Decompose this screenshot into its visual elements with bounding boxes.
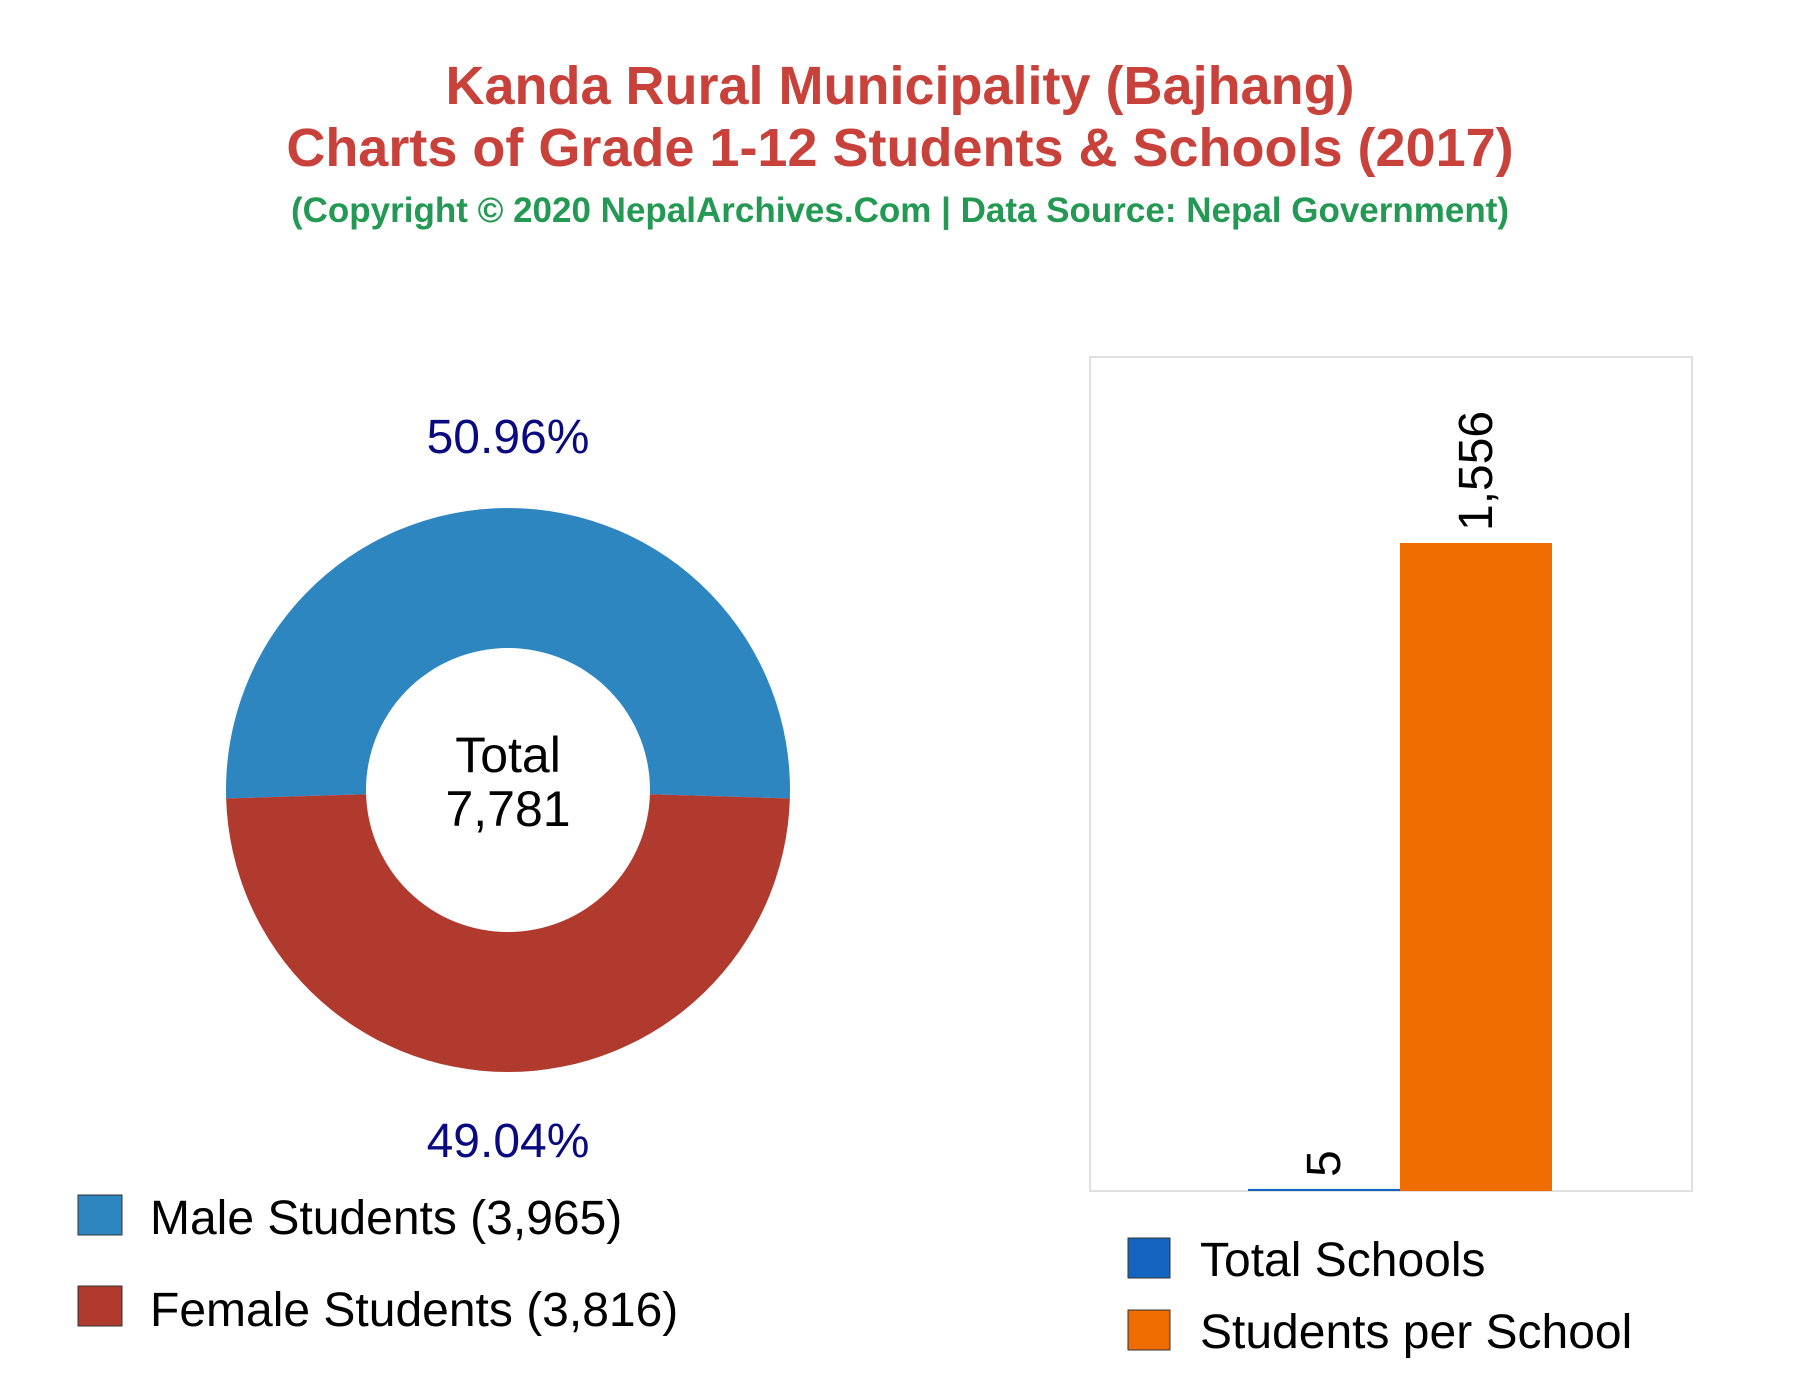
chart-title-line2: Charts of Grade 1-12 Students & Schools …	[286, 118, 1514, 178]
legend-label-male: Male Students (3,965)	[150, 1192, 622, 1245]
legend-swatch-female	[77, 1285, 123, 1327]
percent-label-female: 49.04%	[427, 1115, 590, 1168]
bar-plot-area	[1089, 356, 1693, 1192]
bar-students-per-school	[1400, 543, 1552, 1191]
donut-slice-female	[226, 794, 790, 1072]
donut-center-label: Total	[455, 727, 561, 783]
percent-label-male: 50.96%	[427, 411, 590, 464]
donut-legend: Male Students (3,965) Female Students (3…	[77, 1192, 678, 1337]
donut-chart: 50.96% 49.04% Total 7,781	[225, 411, 791, 1168]
bar-total-schools	[1248, 1188, 1400, 1191]
legend-label-female: Female Students (3,816)	[150, 1284, 678, 1337]
legend-swatch-total-schools	[1127, 1237, 1171, 1279]
chart-subtitle: (Copyright © 2020 NepalArchives.Com | Da…	[290, 191, 1510, 230]
chart-title-line1: Kanda Rural Municipality (Bajhang)	[445, 56, 1355, 116]
bar-value-students-per-school: 1,556	[1450, 411, 1503, 531]
legend-swatch-students-per-school	[1127, 1309, 1171, 1351]
legend-label-students-per-school: Students per School	[1200, 1306, 1632, 1359]
donut-slice-male	[225, 507, 791, 799]
bar-chart: 5 1,556	[1089, 356, 1693, 1192]
donut-center-value: 7,781	[445, 781, 570, 837]
legend-swatch-male	[77, 1194, 123, 1236]
bar-value-total-schools: 5	[1298, 1150, 1351, 1177]
bar-legend: Total Schools Students per School	[1127, 1234, 1632, 1359]
legend-label-total-schools: Total Schools	[1200, 1234, 1486, 1287]
